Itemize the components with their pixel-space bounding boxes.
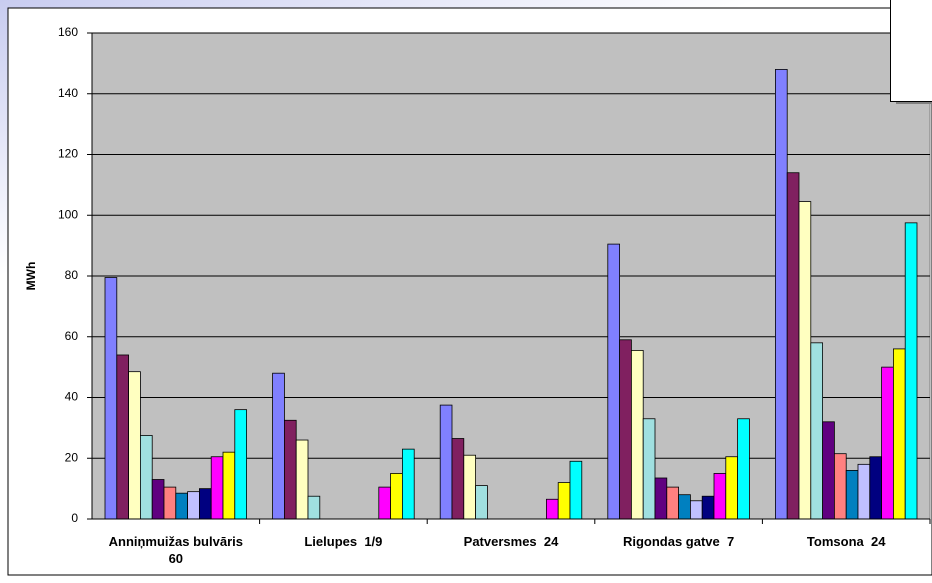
- bar: [619, 339, 632, 520]
- bar: [295, 439, 309, 520]
- bar: [607, 243, 620, 520]
- bar: [904, 222, 918, 520]
- bar: [834, 453, 847, 520]
- bar: [283, 419, 297, 520]
- bar: [222, 451, 236, 520]
- bar: [463, 454, 476, 520]
- bar: [631, 350, 644, 520]
- bar: [713, 473, 727, 520]
- bar: [701, 495, 715, 520]
- x-tick-label: Lielupes 1/9: [304, 534, 383, 549]
- bar: [378, 486, 391, 520]
- bar: [725, 456, 738, 520]
- y-tick-label: 20: [65, 450, 79, 464]
- bar: [881, 366, 894, 520]
- bar: [845, 469, 859, 520]
- bar: [401, 448, 415, 520]
- y-axis-label: MWh: [24, 262, 38, 291]
- y-tick-label: 120: [58, 147, 78, 161]
- y-tick-label: 160: [58, 25, 78, 39]
- bar: [139, 435, 153, 520]
- bar: [666, 486, 679, 520]
- y-tick-label: 40: [65, 390, 79, 404]
- bar: [475, 485, 488, 520]
- bar: [678, 494, 691, 520]
- x-tick-label: Tomsona 24: [806, 534, 886, 549]
- bar: [786, 172, 800, 520]
- bar: [557, 482, 571, 520]
- bar: [104, 277, 118, 520]
- x-tick-label: Patversmes 24: [463, 534, 559, 549]
- y-tick-label: 80: [65, 268, 79, 282]
- bar: [198, 488, 212, 520]
- y-tick-label: 60: [65, 329, 79, 343]
- bar: [307, 495, 321, 520]
- bar: [546, 498, 559, 520]
- bar: [451, 438, 465, 520]
- y-tick-label: 0: [71, 511, 78, 525]
- bar: [187, 491, 200, 520]
- bar: [810, 342, 823, 520]
- bar: [151, 479, 165, 520]
- bar: [822, 421, 835, 520]
- legend: [890, 0, 932, 102]
- bar: [175, 492, 189, 520]
- x-tick-label: Rigondas gatve 7: [622, 534, 735, 549]
- bar: [654, 477, 668, 520]
- bar: [116, 354, 130, 520]
- x-tick-label: Anniņmuižas bulvāris 60: [108, 534, 247, 566]
- bar: [642, 418, 656, 520]
- bar: [869, 456, 882, 520]
- bar: [893, 348, 906, 520]
- bar: [439, 404, 453, 520]
- bar: [690, 500, 703, 520]
- y-tick-label: 100: [58, 207, 78, 221]
- bar: [163, 486, 177, 520]
- bar: [210, 456, 224, 520]
- bar: [390, 473, 403, 520]
- bar: [798, 201, 812, 520]
- y-tick-label: 140: [58, 86, 78, 100]
- bar: [857, 463, 871, 520]
- bar: [272, 372, 285, 520]
- bar: [569, 460, 583, 520]
- bar: [234, 409, 248, 520]
- bar: [737, 418, 750, 520]
- bar: [128, 371, 141, 520]
- bar: [775, 69, 788, 520]
